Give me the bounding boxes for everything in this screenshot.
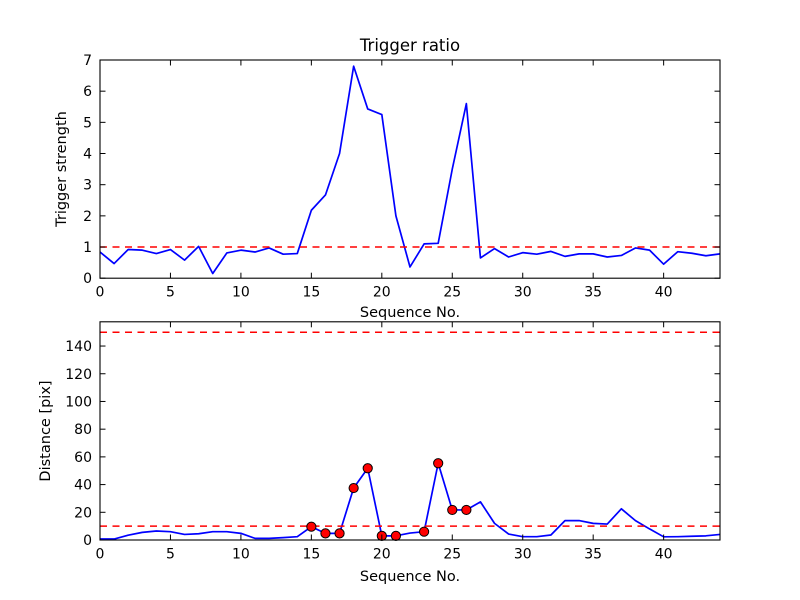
- top-x-axis-label: Sequence No.: [360, 305, 460, 321]
- x-tick-label: 0: [96, 285, 105, 301]
- trigger-event-markers: [348, 482, 359, 494]
- y-tick-label: 5: [83, 115, 92, 131]
- x-tick-label: 35: [584, 547, 602, 563]
- trigger-event-markers: [433, 458, 444, 469]
- y-tick-label: 40: [74, 478, 92, 494]
- y-tick-label: 2: [83, 209, 92, 225]
- x-tick-label: 40: [655, 547, 673, 563]
- distance-line: [100, 462, 721, 540]
- y-tick-label: 80: [74, 422, 92, 438]
- y-tick-label: 120: [65, 367, 92, 383]
- x-tick-label: 15: [302, 285, 320, 301]
- trigger-event-markers: [447, 504, 458, 516]
- plot-area: [100, 60, 720, 279]
- trigger-event-markers: [362, 463, 373, 474]
- axes-trigger-ratio: 0 5 10 15 20 25 30 35 40 0 1 2 3 4 5 6 7: [83, 53, 721, 301]
- x-tick-label: 0: [96, 547, 105, 563]
- bottom-x-axis-label: Sequence No.: [360, 569, 460, 585]
- bottom-y-axis-label: Distance [pix]: [38, 380, 54, 481]
- y-tick-label: 100: [65, 394, 92, 410]
- x-tick-label: 20: [373, 547, 391, 563]
- trigger-event-markers: [461, 504, 472, 516]
- x-tick-label: 25: [443, 547, 461, 563]
- axes-distance: 0 5 10 15 20 25 30 35 40 0 20 40 60 80 100 120 140: [65, 321, 721, 563]
- x-tick-label: 20: [373, 285, 391, 301]
- y-tick-label: 1: [83, 240, 92, 256]
- x-tick-label: 15: [302, 547, 320, 563]
- x-tick-label: 5: [166, 547, 175, 563]
- chart-title: Trigger ratio: [359, 36, 460, 55]
- x-tick-label: 10: [232, 547, 250, 563]
- y-tick-label: 3: [83, 178, 92, 194]
- trigger-event-markers: [320, 528, 331, 539]
- axes-frame: [99, 321, 721, 541]
- plot-area: [100, 321, 720, 540]
- trigger-event-markers: [418, 526, 430, 537]
- x-tick-label: 10: [232, 285, 250, 301]
- y-tick-label: 0: [83, 533, 92, 549]
- y-tick-label: 140: [65, 339, 92, 355]
- x-tick-label: 40: [655, 285, 673, 301]
- trigger-event-markers: [306, 521, 317, 532]
- trigger-event-markers: [334, 528, 345, 539]
- trigger-event-markers: [390, 530, 402, 541]
- axes-frame: [99, 59, 721, 279]
- y-tick-label: 7: [83, 53, 92, 69]
- x-tick-label: 35: [584, 285, 602, 301]
- x-tick-label: 25: [443, 285, 461, 301]
- y-tick-label: 4: [83, 147, 92, 163]
- y-tick-label: 6: [83, 84, 92, 100]
- trigger_strength-line: [99, 65, 721, 275]
- x-tick-label: 30: [514, 285, 532, 301]
- x-tick-label: 5: [166, 285, 175, 301]
- top-y-axis-label: Trigger strength: [54, 111, 70, 228]
- x-tick-label: 30: [514, 547, 532, 563]
- y-tick-label: 60: [74, 450, 92, 466]
- y-tick-label: 20: [74, 505, 92, 521]
- y-tick-label: 0: [83, 271, 92, 287]
